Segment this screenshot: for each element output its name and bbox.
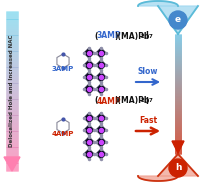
Text: Delocalized Hole and Increased NAC: Delocalized Hole and Increased NAC	[9, 35, 15, 147]
Text: Slow: Slow	[138, 67, 158, 76]
Polygon shape	[83, 112, 95, 123]
Text: 2: 2	[141, 33, 145, 39]
Polygon shape	[4, 157, 20, 171]
Polygon shape	[96, 112, 106, 123]
Polygon shape	[96, 149, 106, 160]
Circle shape	[169, 159, 187, 177]
Circle shape	[169, 11, 187, 29]
Text: 7: 7	[149, 98, 153, 104]
Text: I: I	[145, 97, 148, 105]
Polygon shape	[96, 71, 106, 83]
Polygon shape	[83, 47, 95, 59]
Text: 3AMP: 3AMP	[97, 32, 122, 40]
Text: I: I	[145, 32, 148, 40]
Polygon shape	[83, 84, 95, 94]
Text: 4AMP: 4AMP	[97, 97, 122, 105]
Polygon shape	[83, 125, 95, 136]
Polygon shape	[96, 60, 106, 70]
Polygon shape	[83, 149, 95, 160]
Polygon shape	[96, 125, 106, 136]
Polygon shape	[172, 141, 184, 153]
Polygon shape	[96, 136, 106, 147]
Text: h: h	[175, 163, 181, 173]
Text: e: e	[175, 15, 181, 25]
Polygon shape	[83, 60, 95, 70]
Text: (: (	[94, 97, 98, 105]
Text: )(MA)Pb: )(MA)Pb	[114, 32, 149, 40]
Polygon shape	[96, 47, 106, 59]
Polygon shape	[83, 136, 95, 147]
Polygon shape	[83, 71, 95, 83]
Text: 3AMP: 3AMP	[52, 66, 74, 72]
Polygon shape	[96, 84, 106, 94]
Text: (: (	[94, 32, 98, 40]
Text: 2: 2	[141, 98, 145, 104]
Text: 4AMP: 4AMP	[52, 131, 74, 137]
Text: )(MA)Pb: )(MA)Pb	[114, 97, 149, 105]
Text: Fast: Fast	[139, 116, 157, 125]
Text: 7: 7	[149, 33, 153, 39]
Polygon shape	[138, 154, 198, 181]
Polygon shape	[138, 1, 198, 34]
